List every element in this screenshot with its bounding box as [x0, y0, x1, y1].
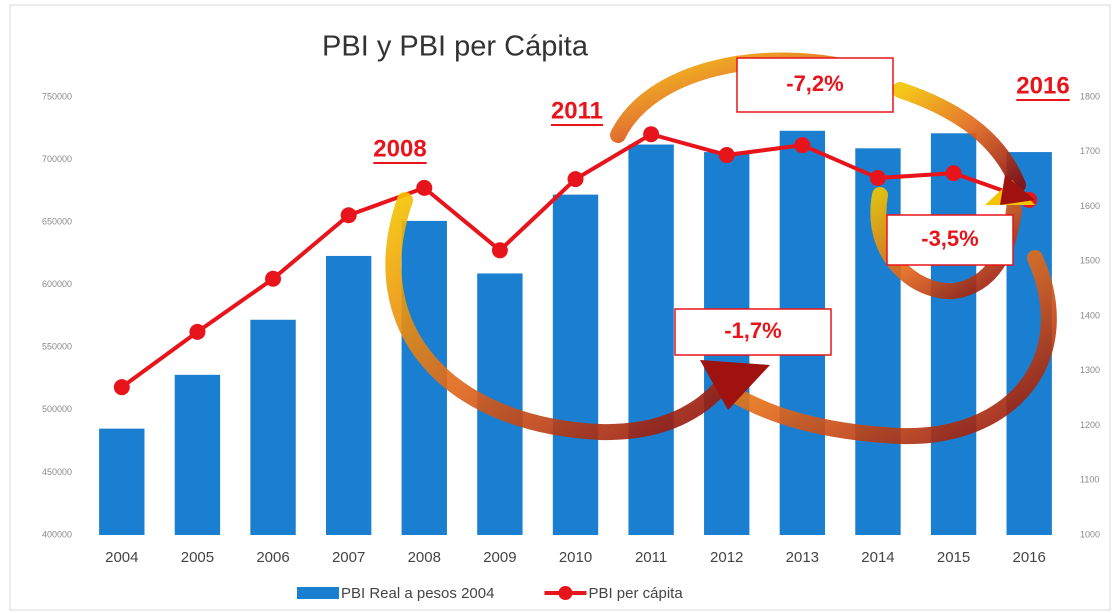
line-marker [114, 379, 130, 395]
bar [628, 145, 673, 535]
x-tick-label: 2014 [861, 549, 894, 566]
chart: PBI y PBI per Cápita 400000 450000 500000 5… [0, 0, 1112, 613]
annotation: -7,2% [786, 71, 843, 96]
y2-tick-label: 1600 [1080, 201, 1100, 211]
annotation: -3,5% [921, 226, 978, 251]
line-marker [870, 170, 886, 186]
line-marker [492, 242, 508, 258]
bar [250, 320, 295, 535]
bar [931, 133, 976, 535]
annotation: 2008 [373, 135, 426, 162]
y2-tick-label: 1200 [1080, 420, 1100, 430]
annotation: -1,7% [724, 318, 781, 343]
line-marker [568, 171, 584, 187]
legend-label: PBI per cápita [588, 585, 683, 602]
legend: PBI Real a pesos 2004 PBI per cápita [297, 585, 683, 602]
line-marker [946, 165, 962, 181]
y2-tick-label: 1100 [1080, 475, 1099, 485]
x-tick-label: 2005 [181, 549, 214, 566]
line-marker [265, 271, 281, 287]
x-tick-label: 2012 [710, 549, 743, 566]
x-tick-label: 2016 [1013, 549, 1046, 566]
legend-swatch [558, 586, 572, 600]
y2-tick-label: 1700 [1080, 146, 1100, 156]
y-tick-label: 600000 [42, 279, 72, 289]
y2-tick-label: 1000 [1080, 529, 1100, 539]
bar [99, 429, 144, 535]
y-tick-label: 500000 [42, 404, 72, 414]
y-tick-label: 550000 [42, 342, 72, 352]
line-marker [341, 207, 357, 223]
x-tick-label: 2015 [937, 549, 970, 566]
x-tick-label: 2011 [635, 549, 667, 566]
bar [175, 375, 220, 535]
annotation: 2011 [551, 97, 603, 124]
y2-tick-label: 1400 [1080, 310, 1100, 320]
x-tick-label: 2010 [559, 549, 592, 566]
line-marker [794, 137, 810, 153]
y-tick-label: 700000 [42, 154, 72, 164]
legend-label: PBI Real a pesos 2004 [341, 585, 494, 602]
y-tick-label: 400000 [42, 529, 72, 539]
x-tick-label: 2013 [786, 549, 819, 566]
line-marker [416, 180, 432, 196]
y2-tick-label: 1800 [1080, 91, 1100, 101]
y2-tick-label: 1300 [1080, 365, 1100, 375]
y-tick-label: 450000 [42, 467, 72, 477]
x-tick-label: 2009 [483, 549, 516, 566]
line-marker [719, 147, 735, 163]
bar [553, 195, 598, 535]
x-tick-label: 2008 [408, 549, 441, 566]
line-marker [643, 126, 659, 142]
y-tick-label: 650000 [42, 217, 72, 227]
chart-title: PBI y PBI per Cápita [322, 31, 589, 63]
legend-swatch [297, 587, 339, 599]
x-tick-label: 2006 [256, 549, 289, 566]
x-tick-label: 2007 [332, 549, 365, 566]
annotation: 2016 [1016, 72, 1069, 99]
line-marker [189, 324, 205, 340]
y2-tick-label: 1500 [1080, 256, 1100, 266]
y-tick-label: 750000 [42, 91, 72, 101]
x-tick-label: 2004 [105, 549, 138, 566]
bar [326, 256, 371, 535]
